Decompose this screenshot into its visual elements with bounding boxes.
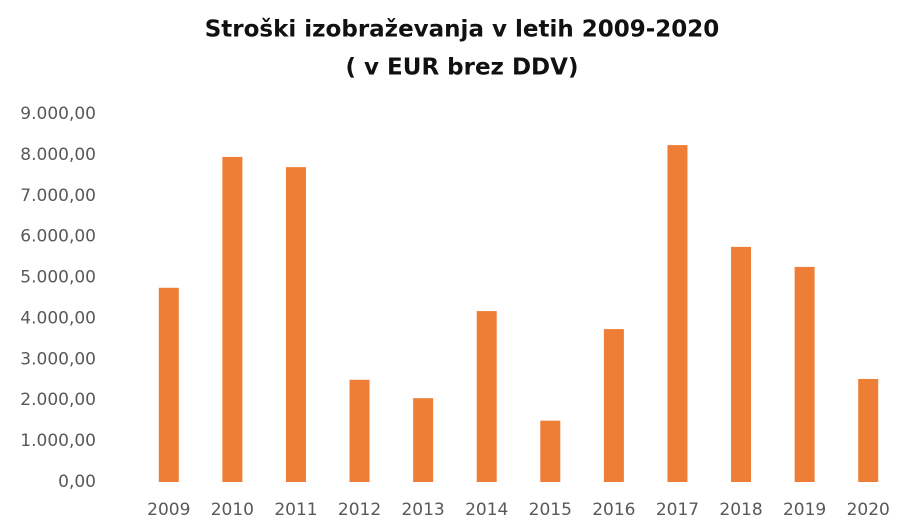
- x-tick-label: 2012: [338, 500, 381, 520]
- y-tick-label: 4.000,00: [20, 308, 96, 328]
- y-tick-label: 8.000,00: [20, 145, 96, 165]
- x-tick-label: 2017: [656, 500, 699, 520]
- x-tick-label: 2018: [719, 500, 762, 520]
- bar: [476, 311, 497, 482]
- bar: [794, 266, 815, 482]
- y-tick-label: 5.000,00: [20, 268, 96, 288]
- x-tick-label: 2013: [401, 500, 444, 520]
- bar: [731, 246, 752, 482]
- bar: [349, 379, 370, 482]
- bar: [285, 167, 306, 482]
- x-tick-label: 2016: [592, 500, 635, 520]
- bar: [222, 156, 243, 482]
- x-tick-label: 2015: [529, 500, 572, 520]
- x-tick-label: 2019: [783, 500, 826, 520]
- x-tick-label: 2011: [274, 500, 317, 520]
- bar: [858, 378, 879, 482]
- x-tick-label: 2014: [465, 500, 508, 520]
- y-tick-label: 9.000,00: [20, 104, 96, 124]
- chart-subtitle: ( v EUR brez DDV): [346, 55, 579, 81]
- y-tick-label: 0,00: [58, 472, 96, 492]
- y-tick-label: 6.000,00: [20, 227, 96, 247]
- x-tick-label: 2010: [211, 500, 254, 520]
- bar: [158, 287, 179, 482]
- x-tick-label: 2009: [147, 500, 190, 520]
- y-tick-label: 1.000,00: [20, 431, 96, 451]
- bar: [413, 398, 434, 482]
- bar: [603, 329, 624, 482]
- y-tick-label: 7.000,00: [20, 186, 96, 206]
- bar: [540, 420, 561, 482]
- chart-title: Stroški izobraževanja v letih 2009-2020: [205, 17, 720, 43]
- y-tick-label: 2.000,00: [20, 390, 96, 410]
- bar: [667, 145, 688, 482]
- x-tick-label: 2020: [847, 500, 890, 520]
- y-tick-label: 3.000,00: [20, 349, 96, 369]
